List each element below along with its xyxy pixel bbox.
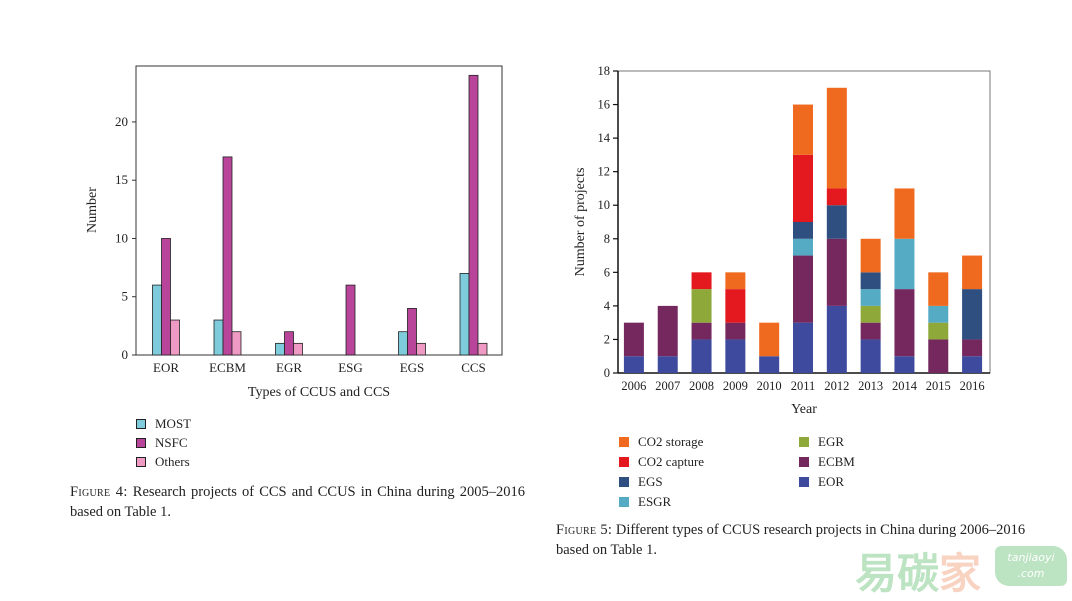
legend-label: ECBM [818,453,855,469]
watermark-logo: 易碳家 tanjiaoyi .com [855,540,1070,598]
fig4-legend-item: NSFC [136,433,191,452]
fig4-x-tick-label: ESG [338,360,363,375]
fig4-bar-most [152,284,162,356]
fig4-bar-others [170,319,180,356]
legend-label: EGR [818,433,844,449]
fig4-legend: MOST NSFC Others [136,414,191,471]
fig4-y-tick-label: 20 [115,114,128,129]
fig4-bar-nsfc [284,331,294,356]
fig4-bar-nsfc [407,307,417,356]
fig4-x-tick-label: ECBM [209,360,246,375]
legend-label: Others [155,453,190,469]
fig4-x-tick-label: EOR [153,360,179,375]
fig4-bar-nsfc [468,74,479,356]
fig4-bar-nsfc [222,156,233,356]
legend-swatch [136,418,146,429]
legend-swatch [799,456,809,467]
fig4-x-axis-label: Types of CCUS and CCS [248,385,390,400]
watermark-char: 家 [939,549,982,598]
fig4-plot-frame [135,65,503,356]
fig5-legend-item: EOR [799,472,919,491]
fig4-bar-most [459,273,470,356]
fig4-caption-label: Figure 4: [70,484,128,500]
legend-swatch [136,437,146,448]
fig5-legend-item: EGR [799,432,919,451]
legend-swatch [136,456,146,467]
watermark-text: 易碳家 [855,540,981,601]
fig5-legend: CO2 storage EGR CO2 capture ECBM EGS EOR ESGR [619,432,919,511]
fig4-bar-nsfc [345,284,356,356]
fig4-y-tick-label: 15 [115,172,128,187]
watermark-badge-line1: tanjiaoyi [1007,551,1055,564]
fig4-bar-most [213,319,224,356]
fig4-bar-most [398,331,408,356]
legend-swatch [619,436,629,447]
fig4-y-tick-label: 5 [122,289,129,304]
fig4-bar-others [231,331,242,356]
fig4-y-axis-label: Number [85,187,100,233]
legend-label: EGS [638,473,663,489]
legend-swatch [799,436,809,447]
fig4-bar-others [477,342,488,356]
fig4-bar-others [293,342,303,356]
fig5-legend-item: CO2 storage [619,432,799,451]
legend-label: EOR [818,473,844,489]
fig4-x-tick-label: EGS [400,360,425,375]
legend-label: NSFC [155,434,188,450]
fig5-caption-label: Figure 5: [556,522,613,538]
legend-swatch [799,476,809,487]
fig4-legend-item: MOST [136,414,191,433]
fig4-caption-text: Research projects of CCS and CCUS in Chi… [70,484,525,520]
legend-label: ESGR [638,493,672,509]
fig4-y-tick-label: 0 [122,347,129,362]
fig5-legend-item: ESGR [619,492,799,511]
fig4-y-tick-label: 10 [115,230,128,245]
legend-swatch [619,476,629,487]
watermark-char: 易 [855,549,898,598]
fig4-bar-nsfc [161,238,171,356]
legend-label: CO2 capture [638,453,705,469]
legend-label: MOST [155,415,192,431]
fig5-legend-item: CO2 capture [619,452,799,471]
fig4-x-tick-label: EGR [276,360,302,375]
fig5-caption-text: Different types of CCUS research project… [556,522,1026,558]
fig4-bar-most [275,342,285,356]
legend-swatch [619,496,629,507]
fig4-x-tick-label: CCS [461,360,486,375]
legend-label: CO2 storage [638,433,704,449]
watermark-char: 碳 [897,549,940,598]
fig5-caption: Figure 5: Different types of CCUS resear… [556,520,1026,560]
fig5-legend-item: ECBM [799,452,919,471]
fig4-bar-others [416,342,426,356]
watermark-badge-line2: .com [1017,567,1045,580]
legend-swatch [619,456,629,467]
fig4-legend-item: Others [136,452,191,471]
fig4-caption: Figure 4: Research projects of CCS and C… [70,482,525,522]
watermark-badge: tanjiaoyi .com [995,546,1067,586]
fig5-legend-item: EGS [619,472,799,491]
